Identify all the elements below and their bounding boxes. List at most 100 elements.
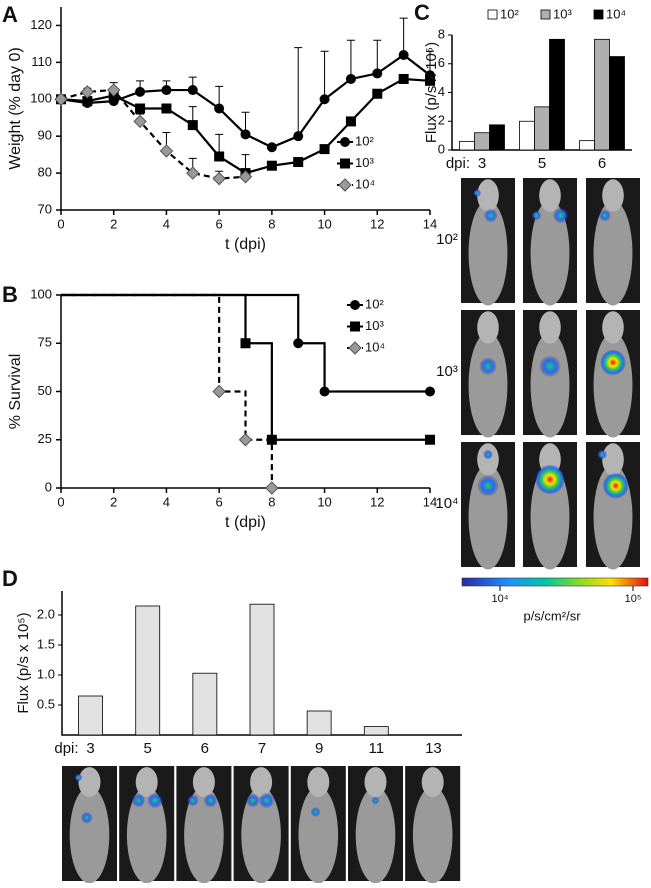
marker — [425, 386, 435, 397]
legend-label: 10³ — [553, 6, 572, 21]
bar — [363, 726, 389, 736]
mouse-body — [184, 786, 224, 884]
mouse-body — [69, 786, 110, 884]
marker — [159, 144, 174, 158]
x-tick-label: 6 — [216, 216, 223, 231]
bar — [135, 605, 161, 736]
bar — [78, 695, 103, 736]
marker — [186, 166, 200, 180]
error-bar — [294, 47, 303, 137]
legend-swatch — [593, 9, 604, 20]
bar — [192, 672, 218, 736]
mouse-body — [530, 332, 570, 438]
marker — [82, 96, 93, 107]
marker — [425, 434, 435, 445]
signal — [74, 773, 83, 782]
mouse-image — [461, 178, 515, 306]
x-tick-label: 11 — [368, 740, 384, 757]
signal — [131, 793, 146, 808]
marker — [240, 338, 251, 349]
panel-letter: B — [2, 282, 18, 307]
mouse-image — [461, 442, 515, 570]
signal — [146, 792, 163, 809]
marker — [266, 160, 277, 171]
error-bar — [320, 50, 329, 100]
marker — [372, 88, 383, 99]
y-tick-label: 90 — [38, 128, 52, 143]
legend-label: 10³ — [355, 155, 374, 170]
mouse-body — [593, 332, 633, 438]
x-tick-label: 8 — [268, 494, 275, 509]
y-tick-label: 120 — [30, 17, 52, 32]
signal — [598, 209, 611, 222]
bar — [459, 140, 475, 151]
marker — [293, 131, 304, 142]
legend-label: 10⁴ — [365, 339, 385, 354]
mouse-body — [355, 786, 396, 884]
bar — [474, 132, 490, 151]
signal — [602, 472, 629, 499]
x-tick-label: 5 — [144, 740, 152, 757]
mouse-image — [62, 766, 117, 884]
legend-label: 10³ — [365, 318, 384, 333]
marker — [348, 341, 362, 355]
marker — [187, 120, 198, 131]
x-tick-label: 4 — [163, 494, 170, 509]
mouse-image — [405, 766, 461, 884]
bar — [579, 140, 595, 151]
y-tick-label: 100 — [30, 91, 52, 106]
marker — [350, 321, 360, 332]
marker — [345, 73, 356, 84]
mouse-image — [348, 766, 403, 884]
mouse-head — [602, 311, 624, 344]
panel-letter: C — [414, 0, 430, 25]
x-tick-label: 8 — [268, 216, 275, 231]
mouse-head — [539, 179, 561, 212]
marker — [54, 92, 68, 106]
signal — [186, 794, 199, 807]
x-tick-label: 6 — [216, 494, 223, 509]
mouse-head — [250, 767, 273, 798]
x-tick-label: 13 — [425, 740, 442, 757]
marker — [238, 170, 253, 184]
y-tick-label: 2.0 — [37, 606, 55, 621]
marker — [319, 386, 330, 397]
x-tick-label: 3 — [86, 740, 94, 757]
y-axis-label: Weight (% day 0) — [7, 47, 24, 169]
marker — [187, 85, 198, 96]
y-axis-label: % Survival — [7, 354, 24, 430]
bar — [609, 56, 625, 151]
marker — [238, 433, 253, 447]
mouse-head — [135, 767, 158, 798]
mouse-head — [421, 767, 444, 798]
series-step — [61, 293, 430, 441]
marker — [425, 75, 435, 86]
mouse-image — [523, 442, 577, 570]
y-tick-label: 0.5 — [37, 696, 55, 711]
mouse-head — [307, 767, 330, 798]
signal — [80, 811, 93, 824]
y-tick-label: 80 — [38, 165, 52, 180]
mouse-image — [176, 766, 232, 884]
colorbar-label: 10⁵ — [625, 593, 642, 605]
x-tick-label: 12 — [370, 494, 384, 509]
y-axis-label: Flux (p/s x 10⁵) — [423, 42, 440, 143]
legend-swatch — [540, 9, 551, 20]
legend-label: 10⁴ — [606, 6, 626, 21]
x-tick-label: 10 — [317, 216, 331, 231]
x-axis-label: dpi: — [54, 740, 78, 757]
x-tick-label: 12 — [370, 216, 384, 231]
marker — [350, 300, 360, 310]
y-tick-label: 100 — [30, 286, 52, 301]
colorbar-label: 10⁴ — [492, 593, 509, 605]
bar — [306, 710, 332, 736]
signal — [371, 796, 380, 805]
legend-label: 10² — [500, 6, 519, 21]
mouse-body — [593, 200, 633, 306]
signal — [600, 349, 626, 376]
x-tick-label: 6 — [201, 740, 209, 757]
x-axis-label: t (dpi) — [225, 514, 266, 531]
colorbar-unit: p/s/cm²/sr — [523, 608, 581, 623]
signal — [483, 449, 493, 460]
